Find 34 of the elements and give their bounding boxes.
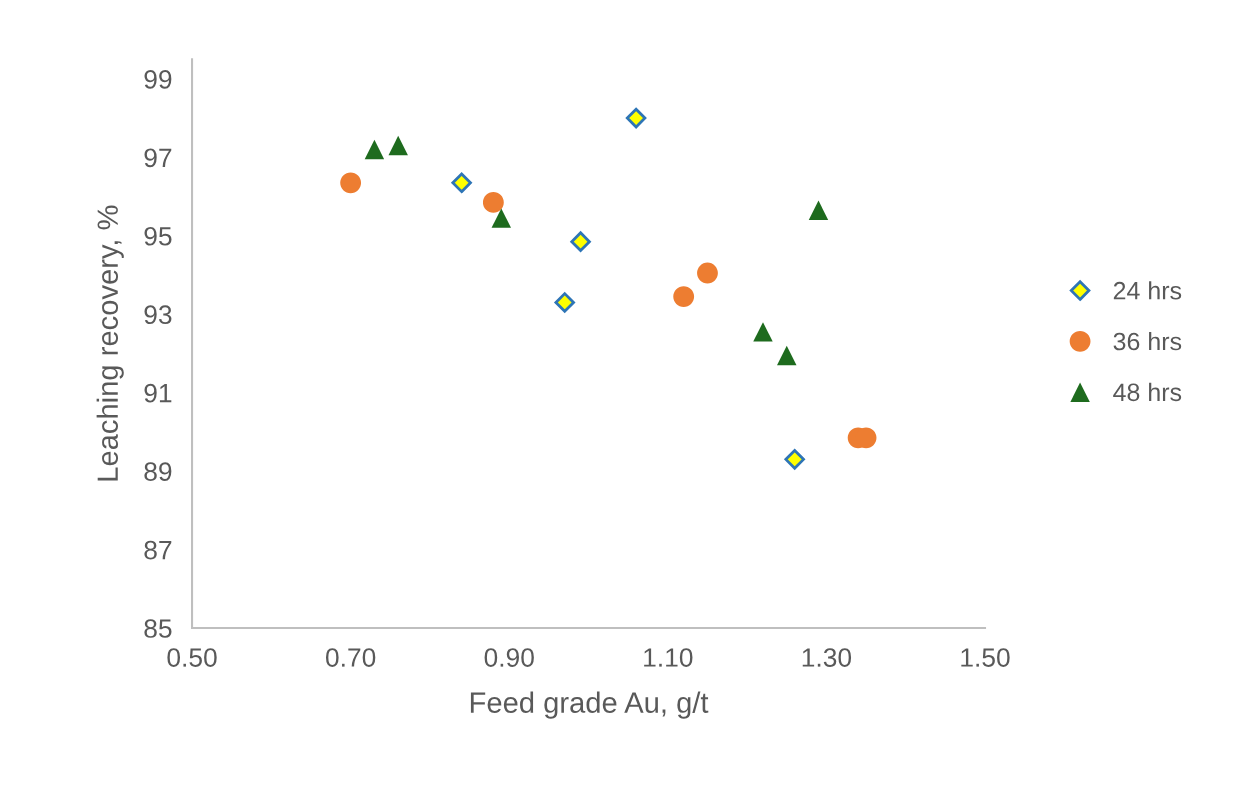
y-tick-label: 93 bbox=[144, 305, 172, 325]
x-tick-label: 1.10 bbox=[644, 648, 693, 667]
x-tick-label: 0.90 bbox=[484, 648, 534, 667]
y-tick-label: 99 bbox=[144, 70, 172, 89]
point bbox=[625, 107, 647, 129]
legend-label: 36 hrs bbox=[1113, 332, 1182, 351]
legend-label: 24 hrs bbox=[1113, 281, 1182, 300]
y-tick-label: 89 bbox=[144, 462, 172, 481]
point bbox=[554, 292, 575, 313]
point bbox=[364, 139, 385, 160]
point bbox=[753, 322, 773, 342]
point bbox=[388, 135, 408, 156]
x-axis-title: Feed grade Au, g/t bbox=[470, 691, 709, 719]
x-tick-label: 0.70 bbox=[325, 648, 376, 667]
y-tick-label: 91 bbox=[144, 383, 172, 403]
point bbox=[340, 172, 362, 194]
legend-label: 48 hrs bbox=[1113, 382, 1182, 402]
point bbox=[491, 208, 512, 228]
y-tick-label: 87 bbox=[144, 540, 172, 560]
x-tick-label: 1.30 bbox=[802, 648, 852, 667]
point bbox=[570, 231, 591, 252]
point bbox=[777, 345, 797, 366]
x-tick-label: 0.50 bbox=[167, 648, 217, 667]
point bbox=[451, 172, 472, 194]
point bbox=[808, 200, 829, 220]
point bbox=[482, 192, 504, 213]
point bbox=[697, 262, 718, 284]
x-tick-label: 1.50 bbox=[961, 648, 1010, 667]
y-tick-label: 97 bbox=[144, 148, 172, 168]
y-axis-title: Leaching recovery, % bbox=[96, 205, 124, 481]
point bbox=[784, 449, 805, 470]
y-tick-label: 95 bbox=[144, 226, 172, 246]
y-tick-label: 85 bbox=[144, 619, 172, 638]
point bbox=[673, 286, 695, 307]
